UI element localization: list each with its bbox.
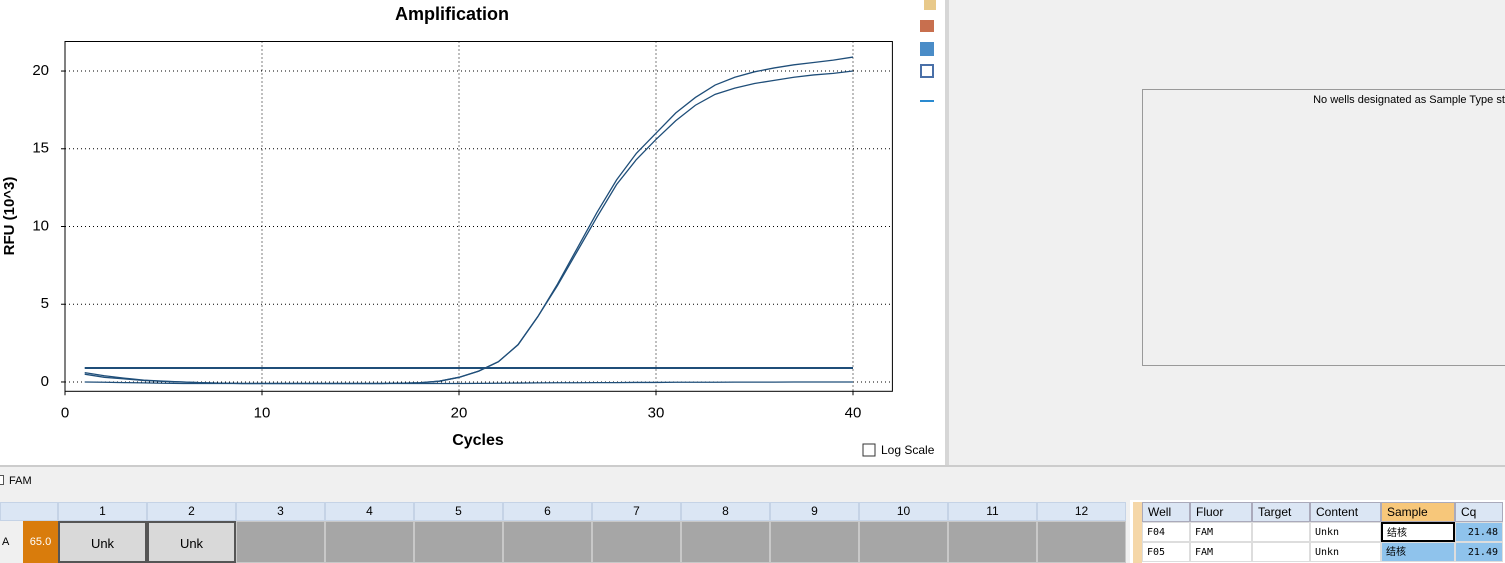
plate-well-empty[interactable]	[681, 521, 770, 563]
chart-title: Amplification	[395, 4, 509, 24]
plate-column-header: 6	[503, 502, 592, 521]
table-cell: 结核	[1381, 522, 1455, 542]
plate-well-empty[interactable]	[236, 521, 325, 563]
x-tick-label: 40	[845, 404, 862, 421]
plate-column-header: 5	[414, 502, 503, 521]
y-tick-label: 5	[41, 295, 49, 312]
table-header[interactable]: Content	[1310, 502, 1381, 522]
plate-well-empty[interactable]	[325, 521, 414, 563]
plate-column-header: 11	[948, 502, 1037, 521]
table-header[interactable]: Well	[1142, 502, 1190, 522]
table-cell: F04	[1142, 522, 1190, 542]
x-tick-label: 30	[648, 404, 665, 421]
fam-label: FAM	[9, 475, 32, 487]
plate-grid: 1 2 3 4 5 6 7 8 9 10 11 12 A 65.0 Unk Unk	[0, 500, 1130, 563]
chart: Amplification Cycles RFU (10^3) Log Scal…	[1, 4, 935, 457]
table-cell: 21.48	[1455, 522, 1503, 542]
plate-column-header: 10	[859, 502, 948, 521]
plate-well-empty[interactable]	[859, 521, 948, 563]
x-tick-label: 20	[451, 404, 468, 421]
table-header[interactable]: Target	[1252, 502, 1310, 522]
tool-icon[interactable]	[924, 0, 936, 10]
plate-row-label: A	[2, 536, 10, 548]
plate-column-header: 7	[592, 502, 681, 521]
y-tick-label: 0	[41, 373, 49, 390]
log-scale-label[interactable]: Log Scale	[881, 443, 935, 457]
y-axis-label: RFU (10^3)	[1, 177, 18, 256]
log-scale-checkbox[interactable]	[862, 443, 876, 457]
plate-column-header: 9	[770, 502, 859, 521]
message-box: No wells designated as Sample Type sta	[1142, 89, 1505, 366]
table-cell: Unkn	[1310, 522, 1381, 542]
toolbar	[0, 0, 936, 110]
plate-column-header: 1	[58, 502, 147, 521]
amplification-curve	[84, 381, 853, 385]
x-axis-label: Cycles	[452, 432, 504, 449]
table-cell: F05	[1142, 542, 1190, 562]
well-table: Well Fluor Target Content Sample Cq F04 FAM Unkn…	[1133, 500, 1505, 563]
message: No wells designated as Sample Type sta	[1313, 94, 1505, 106]
y-tick-label: 20	[32, 62, 49, 79]
tool-icon[interactable]	[920, 88, 934, 102]
plate-well-empty[interactable]	[592, 521, 681, 563]
table-cell: FAM	[1190, 542, 1252, 562]
plate-column-header: 4	[325, 502, 414, 521]
x-tick-label: 10	[254, 404, 271, 421]
row-header	[1133, 502, 1142, 563]
plate-corner	[0, 502, 58, 521]
filter-bar: FAM	[0, 465, 1505, 500]
x-tick-label: 0	[61, 404, 69, 421]
plate-row-temp: 65.0	[23, 521, 58, 563]
table-header[interactable]: Sample	[1381, 502, 1455, 522]
plate-column-header: 2	[147, 502, 236, 521]
y-tick-label: 15	[32, 140, 49, 157]
y-tick-label: 10	[32, 217, 49, 234]
plate-well[interactable]: Unk	[147, 521, 236, 563]
table-cell-empty	[1252, 522, 1310, 542]
fam-checkbox[interactable]	[0, 475, 4, 485]
plate-well-empty[interactable]	[948, 521, 1037, 563]
plate-well-empty[interactable]	[770, 521, 859, 563]
plate-well-empty[interactable]	[414, 521, 503, 563]
plot-area	[64, 41, 893, 392]
table-header[interactable]: Fluor	[1190, 502, 1252, 522]
plate-well-empty[interactable]	[1037, 521, 1126, 563]
tool-icon[interactable]	[920, 42, 934, 56]
right-panel: No wells designated as Sample Type sta	[945, 0, 1505, 465]
tool-icon[interactable]	[920, 20, 934, 32]
plate-well[interactable]: Unk	[58, 521, 147, 563]
plate-column-header: 12	[1037, 502, 1126, 521]
plate-well-empty[interactable]	[503, 521, 592, 563]
table-cell: Unkn	[1310, 542, 1381, 562]
table-cell: 结核	[1381, 542, 1455, 562]
table-cell: FAM	[1190, 522, 1252, 542]
table-cell-empty	[1252, 542, 1310, 562]
plate-column-header: 3	[236, 502, 325, 521]
plate-column-header: 8	[681, 502, 770, 521]
table-cell: 21.49	[1455, 542, 1503, 562]
table-header[interactable]: Cq	[1455, 502, 1503, 522]
tool-icon[interactable]	[920, 64, 934, 78]
